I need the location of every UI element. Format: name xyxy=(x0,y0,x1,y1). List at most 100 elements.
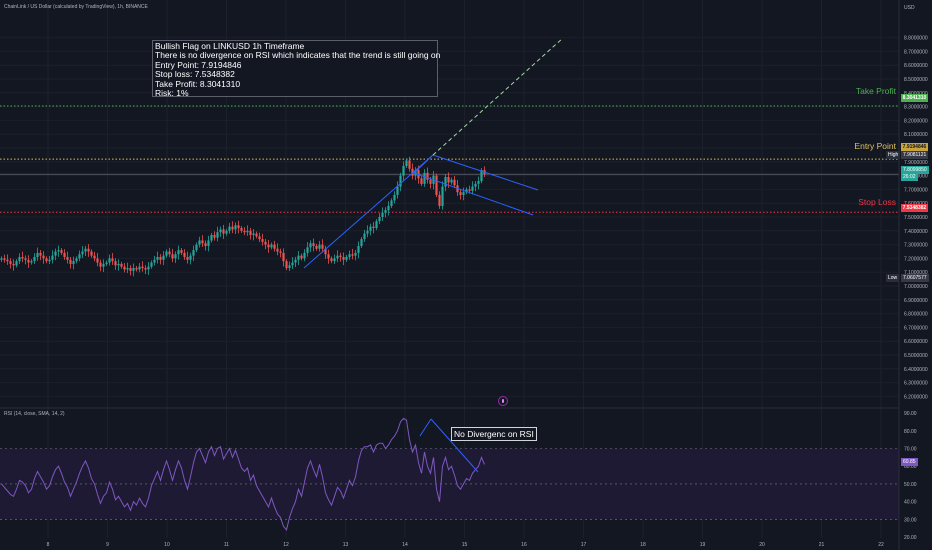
candle-body xyxy=(468,189,471,191)
price-tick-label: 7.4000000 xyxy=(904,229,928,235)
candle-body xyxy=(420,178,423,184)
current-price-tag: 7.8099850 xyxy=(901,166,929,174)
entry-price-tag: 7.9194846 xyxy=(901,143,928,151)
candle-body xyxy=(240,228,243,231)
candle-body xyxy=(399,175,402,187)
take-profit-label[interactable]: Take Profit xyxy=(855,86,896,96)
note-line: Bullish Flag on LINKUSD 1h Timeframe xyxy=(155,41,305,51)
rsi-tick-label: 70.00 xyxy=(904,447,917,453)
price-tick-label: 8.1000000 xyxy=(904,132,928,138)
price-tick-label: 7.5000000 xyxy=(904,215,928,221)
price-tick-label: 8.8000000 xyxy=(904,36,928,42)
candle-body xyxy=(57,250,60,252)
candle-body xyxy=(174,254,177,259)
symbol-title[interactable]: ChainLink / US Dollar (calculated by Tra… xyxy=(4,4,148,10)
candle-body xyxy=(480,170,483,182)
high-value: 7.9081121 xyxy=(901,151,929,159)
candle-body xyxy=(357,245,360,253)
candle-body xyxy=(396,186,399,195)
time-tick-label: 12 xyxy=(283,542,289,548)
candle-body xyxy=(189,255,192,260)
candle-body xyxy=(207,240,210,246)
currency-label: USD xyxy=(904,5,915,11)
candle-body xyxy=(333,258,336,262)
candle-body xyxy=(69,259,72,264)
candle-body xyxy=(291,262,294,266)
trade-note-box[interactable]: Bullish Flag on LINKUSD 1h Timeframe The… xyxy=(152,40,440,99)
candle-body xyxy=(261,239,264,242)
candle-body xyxy=(462,192,465,195)
candle-body xyxy=(15,261,18,266)
price-tick-label: 6.8000000 xyxy=(904,312,928,318)
rsi-indicator-title[interactable]: RSI (14, close, SMA, 14, 2) xyxy=(4,411,65,417)
candle-body xyxy=(45,258,48,262)
projection-line xyxy=(432,37,564,156)
candle-body xyxy=(474,183,477,187)
rsi-note-label[interactable]: No Divergenc on RSI xyxy=(451,427,537,441)
price-tick-label: 6.2000000 xyxy=(904,394,928,400)
candle-body xyxy=(90,251,93,256)
candle-body xyxy=(123,266,126,270)
candle-body xyxy=(402,165,405,176)
candle-body xyxy=(3,258,6,260)
candle-body xyxy=(429,179,432,184)
rsi-value-tag: 60.85 xyxy=(901,458,918,466)
price-tick-label: 7.0000000 xyxy=(904,284,928,290)
candle-body xyxy=(177,250,180,255)
candle-body xyxy=(0,258,3,260)
candle-body xyxy=(225,230,228,234)
time-tick-label: 17 xyxy=(581,542,587,548)
candle-body xyxy=(24,258,27,260)
candle-body xyxy=(219,229,222,233)
price-tick-label: 8.4000000 xyxy=(904,91,928,97)
candle-body xyxy=(84,248,87,252)
price-tick-label: 8.5000000 xyxy=(904,77,928,83)
candle-body xyxy=(162,255,165,260)
price-tick-label: 6.6000000 xyxy=(904,339,928,345)
price-tick-label: 7.3000000 xyxy=(904,243,928,249)
candle-body xyxy=(60,250,63,253)
candle-body xyxy=(108,258,111,263)
flag-upper-trendline xyxy=(432,154,539,191)
time-tick-label: 8 xyxy=(47,542,50,548)
candle-body xyxy=(51,255,54,260)
candle-body xyxy=(231,226,234,230)
high-label: High xyxy=(886,151,901,159)
rocket-icon[interactable] xyxy=(498,396,508,406)
note-line: Risk: 1% xyxy=(155,88,189,99)
candle-body xyxy=(288,265,291,269)
candle-body xyxy=(276,248,279,252)
price-tick-label: 6.4000000 xyxy=(904,367,928,373)
candle-body xyxy=(306,247,309,253)
bar-countdown: 26:02 xyxy=(901,173,918,181)
price-tick-label: 6.7000000 xyxy=(904,325,928,331)
time-axis[interactable]: 8 9 10 11 12 13 14 15 16 17 18 19 20 21 22 xyxy=(47,542,884,548)
candle-body xyxy=(78,254,81,259)
candle-body xyxy=(210,234,213,241)
candle-body xyxy=(282,252,285,262)
note-line: Take Profit: 8.3041310 xyxy=(155,78,241,89)
drawings[interactable] xyxy=(303,37,564,269)
candle-body xyxy=(465,189,468,193)
flagpole-trendline xyxy=(303,154,434,269)
candle-body xyxy=(393,194,396,201)
candle-body xyxy=(327,254,330,259)
candle-body xyxy=(369,226,372,231)
candle-body xyxy=(360,239,363,246)
candle-body xyxy=(63,252,66,258)
rsi-trendline[interactable] xyxy=(419,418,479,473)
candle-body xyxy=(384,210,387,213)
rsi-axis[interactable]: 90.00 80.00 70.00 60.00 50.00 40.00 30.00 20.00 xyxy=(904,411,917,541)
stop-loss-label[interactable]: Stop Loss xyxy=(858,197,896,207)
rsi-tick-label: 80.00 xyxy=(904,429,917,435)
entry-point-label[interactable]: Entry Point xyxy=(854,141,896,151)
candle-body xyxy=(372,226,375,229)
candle-body xyxy=(99,262,102,267)
candle-body xyxy=(105,262,108,264)
time-tick-label: 10 xyxy=(164,542,170,548)
price-tick-label: 6.9000000 xyxy=(904,298,928,304)
candle-body xyxy=(435,175,438,195)
candle-body xyxy=(330,258,333,262)
candle-body xyxy=(6,259,9,262)
